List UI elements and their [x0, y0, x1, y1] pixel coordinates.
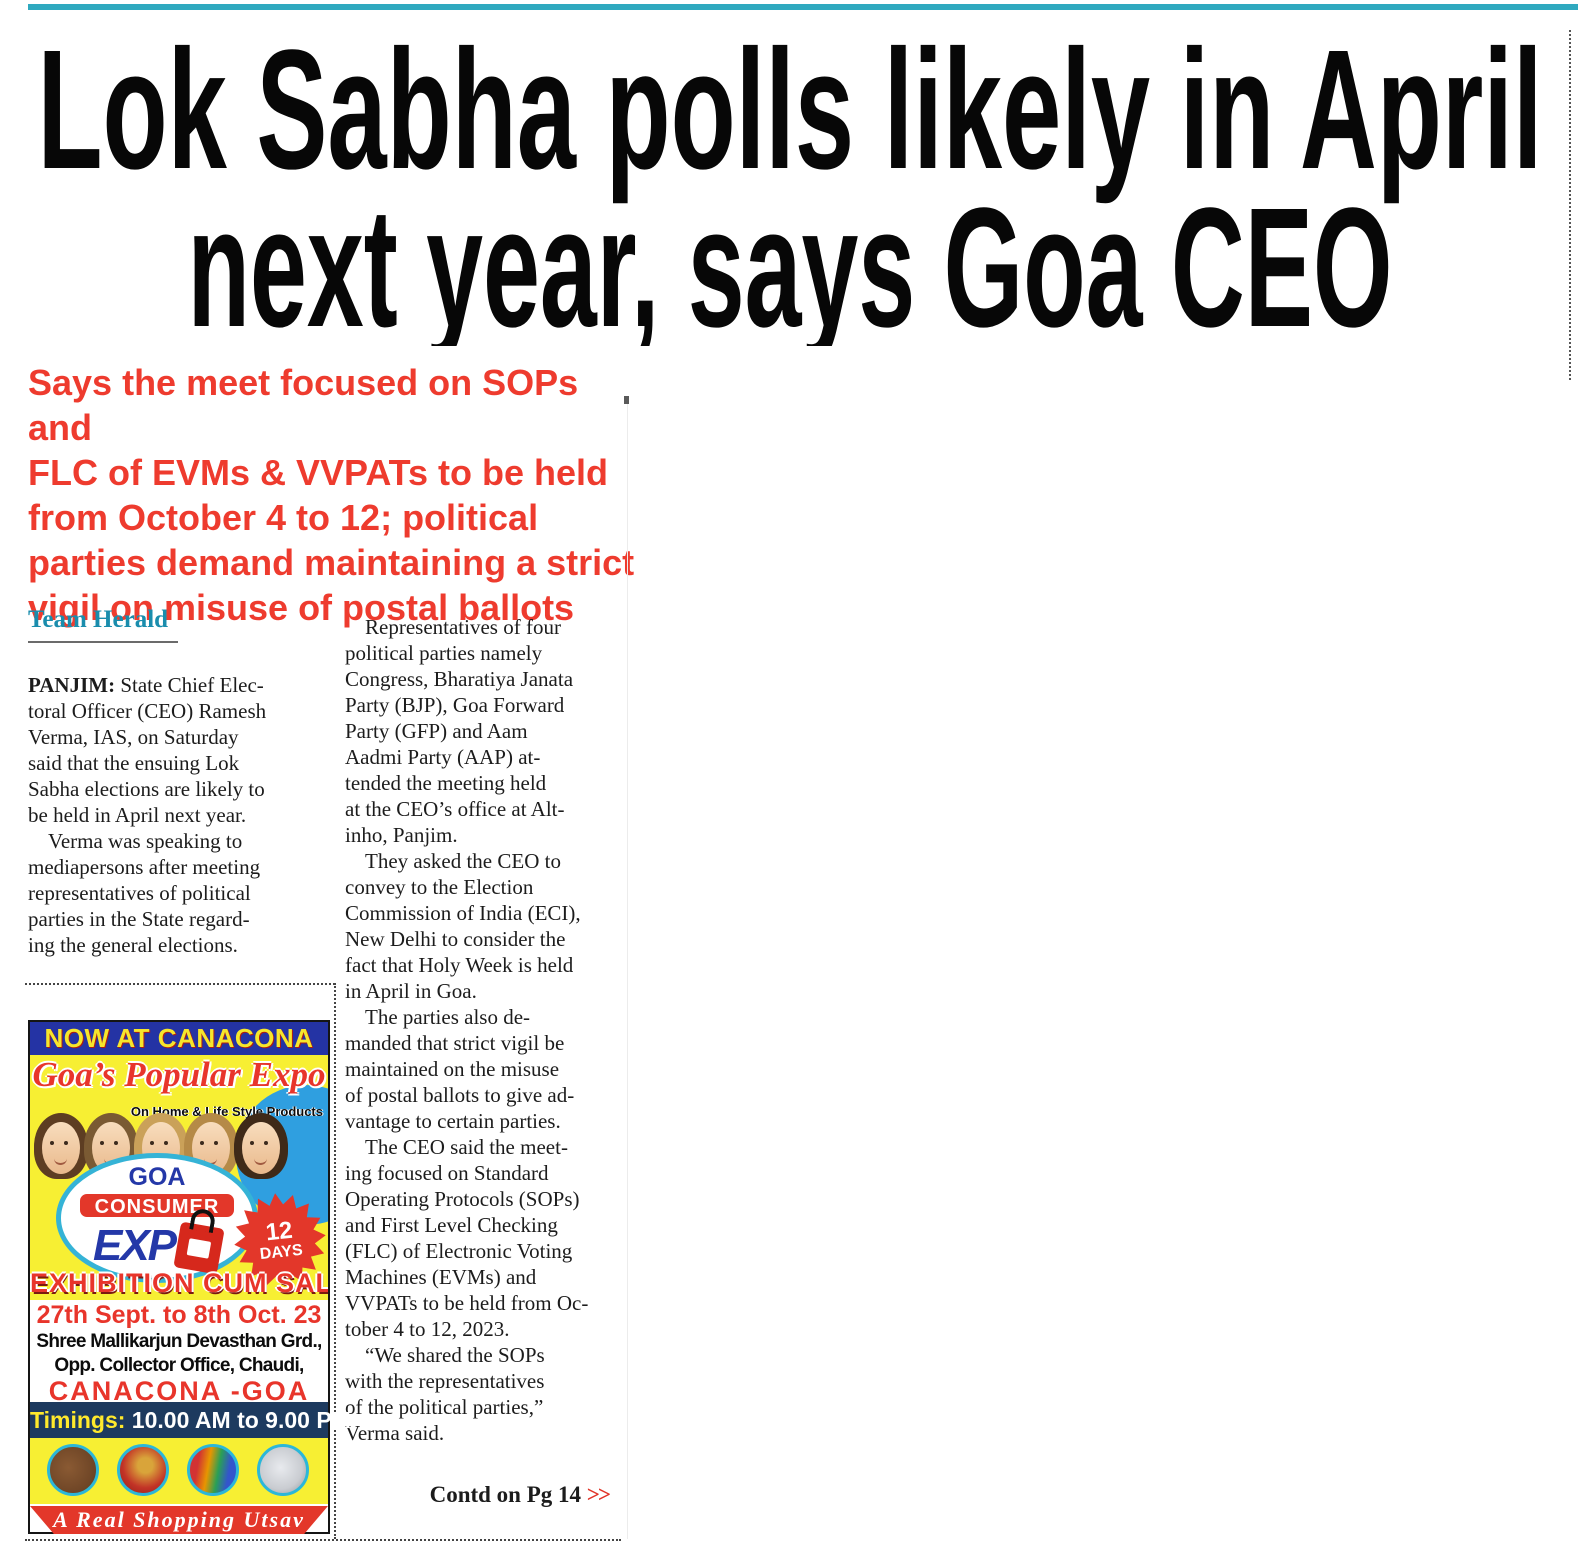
goa-consumer-expo-logo: GOA CONSUMER EXP — [56, 1153, 258, 1283]
ad-venue-city: CANACONA -GOA — [48, 1376, 310, 1406]
masthead-rule — [28, 4, 1578, 10]
face-photo — [34, 1113, 88, 1213]
subheadline: Says the meet focused on SOPs and FLC of… — [28, 362, 635, 628]
ad-venue-panel: 27th Sept. to 8th Oct. 23 Shree Mallikar… — [30, 1300, 328, 1406]
ad-top-banner: NOW AT CANACONA — [30, 1022, 328, 1055]
timings-value: 10.00 AM to 9.00 PM — [125, 1407, 351, 1433]
toys-photo — [187, 1444, 239, 1496]
article-column-2: Representatives of four political partie… — [345, 614, 623, 1446]
ad-subtitle: On Home & Life Style Products — [130, 1104, 323, 1119]
ad-dates: 27th Sept. to 8th Oct. 23 — [36, 1301, 322, 1329]
headline-line1: Lok Sabha polls likely in April — [38, 26, 1543, 205]
paragraph: Representatives of four political partie… — [345, 615, 574, 847]
appliances-photo — [257, 1444, 309, 1496]
paragraph: The parties also de- manded that strict … — [345, 1005, 575, 1133]
double-chevron-right-icon: >> — [586, 1482, 611, 1507]
ad-venue-line2: Opp. Collector Office, Chaudi, — [54, 1355, 304, 1376]
headline: Lok Sabha polls likely in April next yea… — [38, 26, 1543, 346]
ad-tagline-ribbon: A Real Shopping Utsav — [30, 1506, 328, 1534]
expo-wordmark: EXP — [92, 1206, 225, 1274]
stray-print-mark — [624, 396, 629, 404]
dotted-rule-vertical — [334, 983, 336, 1539]
badge-label: DAYS — [258, 1241, 304, 1263]
column-divider — [627, 400, 628, 1539]
logo-expo-letters: EXP — [92, 1220, 177, 1270]
ad-venue-line1: Shree Mallikarjun Devasthan Grd., — [36, 1331, 322, 1352]
logo-consumer-text: CONSUMER — [78, 1191, 236, 1219]
paragraph: PANJIM: State Chief Elec- toral Officer … — [28, 672, 320, 828]
ad-timings-bar: Timings: 10.00 AM to 9.00 PM — [30, 1402, 351, 1438]
paragraph: Verma was speaking to mediapersons after… — [28, 829, 261, 957]
paragraph-text: State Chief Elec- toral Officer (CEO) Ra… — [28, 673, 267, 827]
shopping-bag-icon — [173, 1206, 225, 1274]
logo-goa-text: GOA — [128, 1162, 186, 1191]
continued-on-page: Contd on Pg 14 >> — [345, 1482, 611, 1508]
exhibition-cum-sale-text: EXHIBITION CUM SALE — [30, 1268, 328, 1298]
jewellery-photo — [117, 1444, 169, 1496]
face-photo — [234, 1113, 288, 1213]
ad-title: Goa’s Popular Expo — [32, 1055, 326, 1094]
ad-product-photos — [30, 1438, 328, 1504]
paragraph: The CEO said the meet- ing focused on St… — [345, 1135, 589, 1341]
byline-link[interactable]: Team Herald — [28, 606, 179, 643]
timings-label: Timings: — [30, 1407, 126, 1433]
badge-number: 12 — [264, 1216, 294, 1246]
continued-label: Contd on Pg 14 — [429, 1482, 587, 1507]
article-column-1: PANJIM: State Chief Elec- toral Officer … — [28, 672, 320, 958]
dateline: PANJIM: — [28, 673, 116, 697]
dotted-rule-horizontal — [25, 983, 335, 985]
paragraph: They asked the CEO to convey to the Elec… — [345, 849, 581, 1003]
right-dotted-divider — [1569, 30, 1571, 380]
advertisement[interactable]: NOW AT CANACONA Goa’s Popular Expo On Ho… — [28, 1020, 351, 1534]
furniture-photo — [47, 1444, 99, 1496]
dotted-rule-bottom — [25, 1539, 621, 1541]
headline-line2: next year, says Goa CEO — [188, 173, 1393, 346]
paragraph: “We shared the SOPs with the representat… — [345, 1343, 545, 1445]
ad-main-panel: Goa’s Popular Expo On Home & Life Style … — [30, 1055, 328, 1300]
